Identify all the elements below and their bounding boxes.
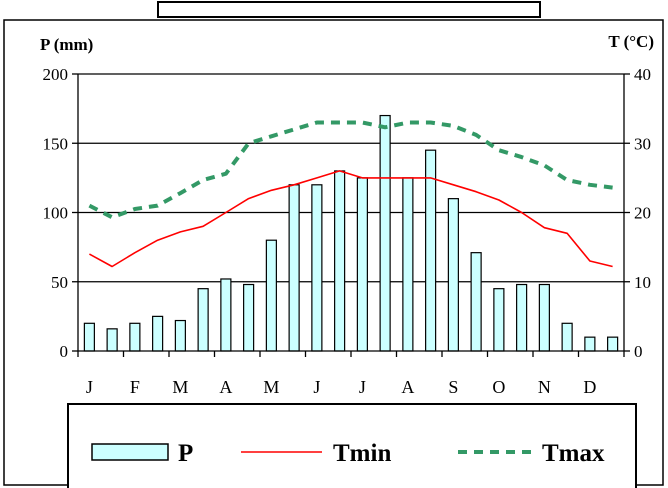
right-tick-label: 0	[634, 342, 643, 361]
x-tick-label: O	[492, 377, 505, 397]
precip-bar	[447, 198, 459, 352]
left-tick-label: 200	[43, 65, 69, 84]
precip-bar	[83, 322, 95, 352]
left-tick-label: 0	[60, 342, 69, 361]
right-tick-label: 40	[634, 65, 651, 84]
x-tick-label: M	[263, 377, 279, 397]
x-tick-label: A	[219, 377, 232, 397]
precip-bar	[152, 315, 164, 352]
legend-swatch-p	[91, 443, 169, 461]
grid-lines	[78, 73, 624, 283]
x-tick-label: J	[313, 377, 320, 397]
precip-bar	[265, 239, 277, 352]
precip-bar	[243, 283, 255, 352]
x-tick-label: J	[86, 377, 93, 397]
precip-bar	[288, 184, 300, 352]
series-line-tmax	[88, 120, 613, 220]
precip-bar	[561, 322, 573, 352]
x-tick-label: N	[538, 377, 551, 397]
precip-bar	[129, 322, 141, 352]
left-tick-label: 100	[43, 204, 69, 223]
precip-bar	[174, 319, 186, 352]
x-tick-label: A	[401, 377, 414, 397]
right-axis-label: T (°C)	[608, 32, 654, 51]
legend-label-p: P	[178, 440, 193, 467]
precip-bar	[493, 288, 505, 352]
x-tick-label: S	[448, 377, 458, 397]
precip-bar	[106, 328, 118, 352]
x-tick-label: F	[130, 377, 140, 397]
x-tick-label: M	[172, 377, 188, 397]
precip-bar	[402, 177, 414, 352]
precipitation-bars	[83, 114, 619, 352]
precip-bar	[379, 114, 391, 352]
precip-bar	[516, 283, 528, 352]
x-tick-label: J	[359, 377, 366, 397]
precip-bar	[584, 336, 596, 352]
precip-bar	[470, 252, 482, 352]
temperature-lines	[88, 120, 613, 268]
precip-bar	[538, 283, 550, 352]
legend-label-tmin: Tmin	[333, 440, 391, 467]
title-bar	[157, 1, 541, 18]
precip-bar	[425, 149, 437, 352]
precip-bar	[220, 278, 232, 352]
legend: P Tmin Tmax	[91, 440, 605, 467]
legend-label-tmax: Tmax	[542, 440, 605, 467]
axes	[72, 73, 630, 357]
right-tick-label: 20	[634, 204, 651, 223]
precip-bar	[197, 288, 209, 352]
left-axis-label: P (mm)	[40, 35, 93, 54]
left-tick-label: 150	[43, 134, 69, 153]
right-tick-label: 10	[634, 273, 651, 292]
precip-bar	[311, 184, 323, 352]
series-line-tmin	[89, 170, 613, 268]
precip-bar	[356, 177, 368, 352]
right-tick-label: 30	[634, 134, 651, 153]
x-tick-label: D	[583, 377, 596, 397]
left-tick-label: 50	[51, 273, 68, 292]
tick-labels: 0 50 100 150 200 0 10 20 30 40 J F M A M J J A S O N D	[43, 65, 652, 397]
precip-bar	[334, 170, 346, 352]
precip-bar	[607, 336, 619, 352]
